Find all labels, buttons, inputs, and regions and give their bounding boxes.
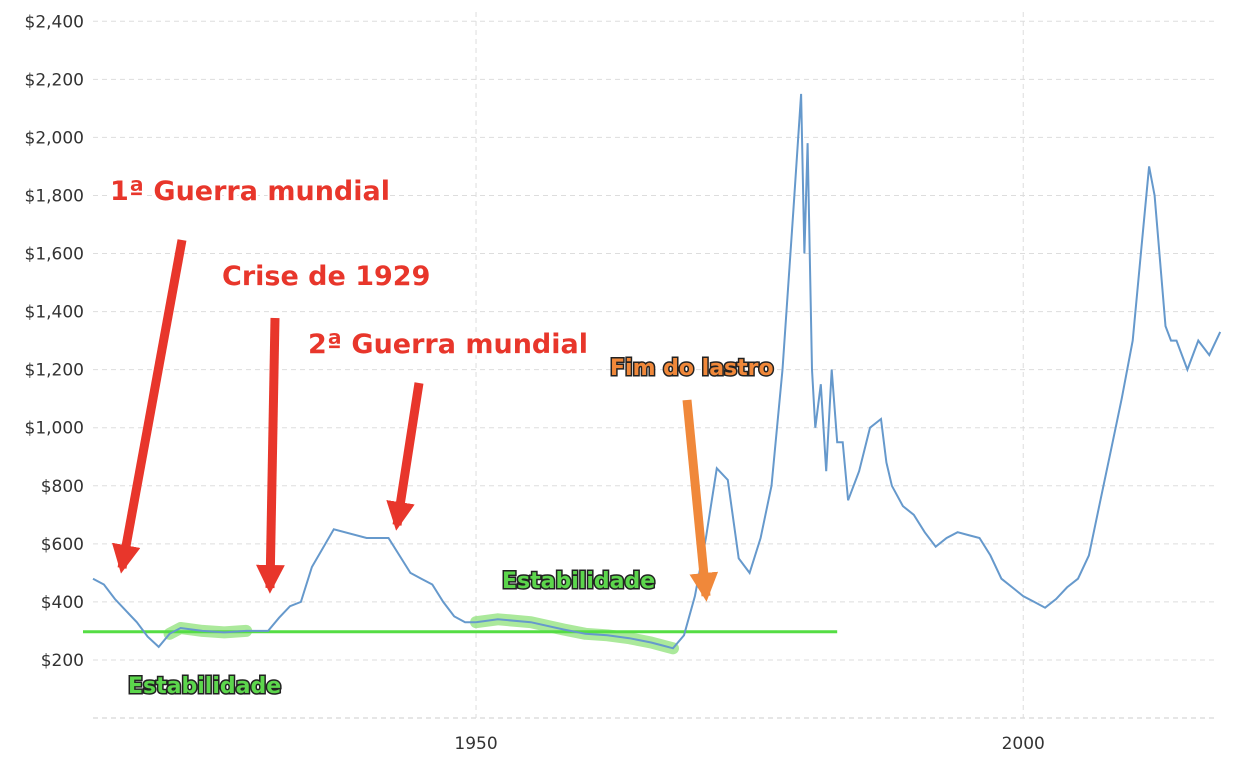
y-tick-label: $200 [41,651,84,671]
y-tick-label: $1,600 [25,245,84,265]
y-tick-label: $1,800 [25,186,84,206]
annotation-ww1: 1ª Guerra mundial [110,176,390,207]
annotation-ww2: 2ª Guerra mundial [308,329,588,360]
arrow-crisis-1929 [256,317,285,594]
x-axis: 1950 2000 [454,734,1044,754]
y-tick-label: $800 [41,477,84,497]
y-tick-label: $2,400 [25,12,84,32]
series-line [92,93,1222,650]
grid [93,12,1215,719]
arrow-ww2 [386,382,424,531]
x-tick-label: 2000 [1002,734,1045,754]
arrow-end-of-peg [682,399,719,602]
y-tick-label: $1,200 [25,361,84,381]
annotation-stability-right: Estabilidade [502,569,655,594]
x-tick-label: 1950 [454,734,497,754]
annotation-stability-left: Estabilidade [128,674,281,699]
annotation-end-of-peg: Fim do lastro [610,356,774,381]
highlight-band [470,613,679,655]
annotation-crisis-1929: Crise de 1929 [222,261,430,292]
y-tick-label: $2,000 [25,128,84,148]
y-tick-label: $1,000 [25,419,84,439]
arrow-ww1 [111,239,187,574]
y-tick-label: $2,200 [25,70,84,90]
y-tick-label: $600 [41,535,84,555]
y-tick-label: $1,400 [25,303,84,323]
y-axis: $200 $400 $600 $800 $1,000 $1,200 $1,400 $1,600… [25,12,84,671]
y-tick-label: $400 [41,593,84,613]
